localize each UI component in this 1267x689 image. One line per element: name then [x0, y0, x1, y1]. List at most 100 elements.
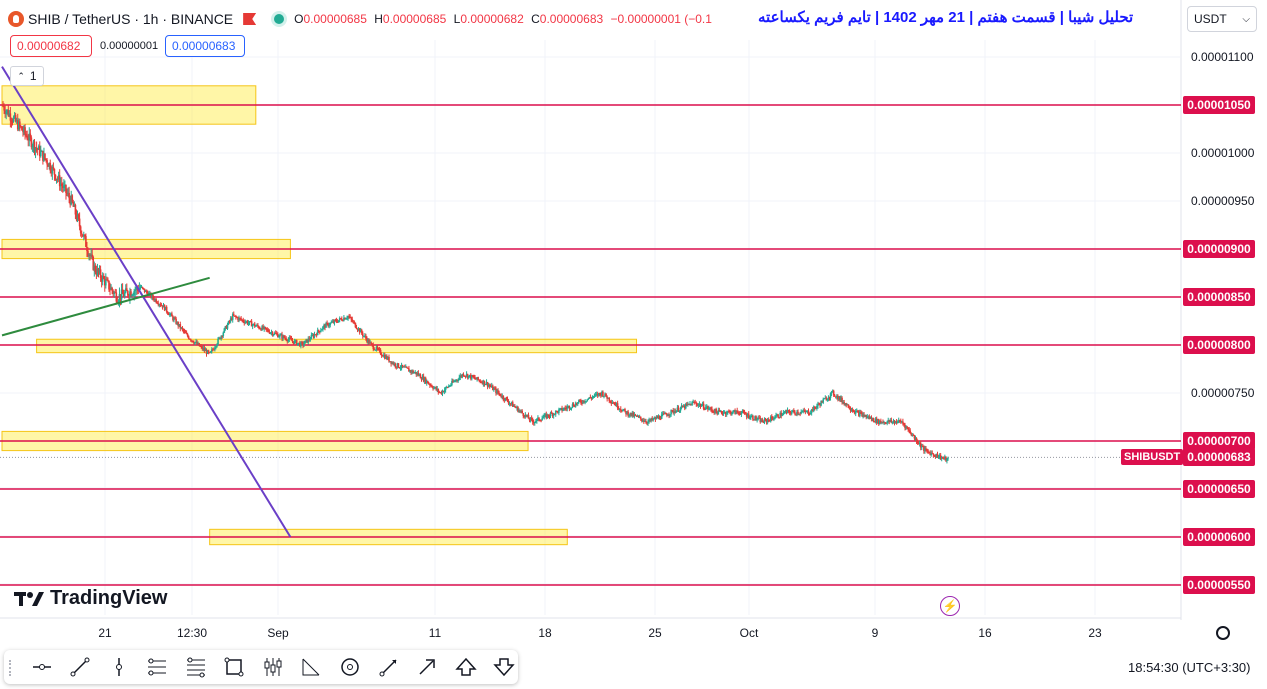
candle-body [129, 291, 131, 298]
level-price-tag: 0.00000550 [1183, 576, 1255, 594]
candle-body [408, 368, 410, 372]
candle-body [68, 192, 70, 199]
candle-body [895, 421, 898, 424]
currency-select[interactable]: USDT ⌵ [1187, 6, 1257, 32]
candle-body [162, 304, 165, 308]
candle-body [245, 321, 248, 323]
candle-body [576, 402, 579, 405]
vertical-line-tool-icon[interactable] [105, 653, 133, 681]
rectangle-tool-icon[interactable] [221, 653, 249, 681]
parallel-channel-tool-icon[interactable] [144, 653, 172, 681]
candle-body [581, 402, 583, 404]
candle-body [913, 435, 916, 439]
candle-body [306, 339, 308, 343]
candle-body [794, 411, 796, 414]
candle-body [599, 393, 601, 395]
lightning-icon[interactable]: ⚡ [940, 596, 960, 616]
candle-body [724, 411, 727, 415]
candle-body [882, 422, 884, 424]
candle-body [218, 337, 220, 339]
candle-body [192, 340, 194, 343]
arrow-down-tool-icon[interactable] [490, 653, 518, 681]
candle-body [717, 410, 720, 415]
long-position-tool-icon[interactable] [259, 653, 287, 681]
candle-body [197, 343, 199, 345]
candle-body [264, 326, 267, 328]
sell-button[interactable]: 0.00000682 [10, 35, 92, 57]
candle-body [410, 370, 412, 373]
candle-body [214, 347, 216, 350]
candle-body [185, 333, 188, 335]
xabcd-pattern-tool-icon[interactable] [298, 653, 326, 681]
candle-body [488, 385, 491, 387]
trend-line-tool-icon[interactable] [67, 653, 95, 681]
candle-body [541, 418, 543, 421]
candle-body [502, 395, 505, 400]
candle-body [139, 287, 142, 289]
candle-body [553, 413, 556, 415]
candle-body [509, 403, 512, 405]
candle-body [658, 416, 661, 419]
toolbar-grip-icon[interactable] [9, 660, 14, 676]
candle-body [5, 111, 7, 114]
candle-body [558, 409, 560, 413]
candle-body [725, 413, 728, 415]
candle-body [565, 408, 568, 410]
candle-body [48, 162, 50, 167]
candle-body [375, 347, 378, 350]
candle-body [114, 292, 117, 294]
chevron-up-icon: ⌃ [17, 70, 25, 81]
brush-tool-icon[interactable] [375, 653, 403, 681]
candle-body [12, 117, 15, 122]
candle-body [674, 411, 677, 413]
candle-body [153, 298, 155, 301]
candle-body [131, 294, 133, 297]
candle-body [392, 362, 394, 365]
symbol-title[interactable]: SHIB / TetherUS · 1h · BINANCE [28, 11, 234, 27]
candle-body [752, 415, 754, 420]
candle-body [883, 422, 885, 424]
red-flag-icon[interactable] [243, 13, 257, 25]
collapse-indicators-button[interactable]: ⌃ 1 [10, 66, 44, 86]
arrow-tool-icon[interactable] [413, 653, 441, 681]
candle-body [239, 317, 241, 319]
candle-body [381, 355, 384, 357]
candle-body [520, 410, 522, 412]
candle-body [525, 414, 528, 417]
candle-body [914, 438, 917, 440]
horizontal-ray-tool-icon[interactable] [28, 653, 56, 681]
time-axis-label: 9 [871, 626, 879, 640]
candle-body [451, 381, 453, 385]
candle-body [732, 410, 734, 414]
candle-body [522, 413, 525, 416]
candle-body [854, 411, 857, 414]
candle-body [360, 329, 363, 334]
candle-body [628, 415, 630, 417]
candle-body [836, 395, 838, 398]
candle-body [733, 410, 735, 412]
candle-body [654, 417, 657, 420]
candle-body [566, 406, 569, 409]
candle-body [244, 321, 247, 323]
candle-body [784, 411, 787, 413]
measure-tool-icon[interactable] [336, 653, 364, 681]
buy-button[interactable]: 0.00000683 [165, 35, 245, 57]
settings-gear-icon[interactable] [1216, 626, 1230, 640]
clock-timezone[interactable]: 18:54:30 (UTC+3:30) [1128, 660, 1251, 675]
candle-body [636, 416, 639, 418]
candle-body [639, 416, 642, 419]
candle-body [336, 321, 339, 323]
time-axis-label: Oct [739, 626, 759, 640]
candle-body [338, 318, 341, 321]
candle-body [631, 412, 634, 416]
fib-retracement-tool-icon[interactable] [182, 653, 210, 681]
candle-body [78, 218, 81, 227]
candle-body [594, 394, 597, 396]
candle-body [411, 370, 413, 373]
candle-body [798, 413, 800, 415]
arrow-up-tool-icon[interactable] [452, 653, 480, 681]
candle-body [216, 344, 218, 347]
candle-body [528, 418, 531, 421]
market-status-icon [274, 14, 285, 24]
